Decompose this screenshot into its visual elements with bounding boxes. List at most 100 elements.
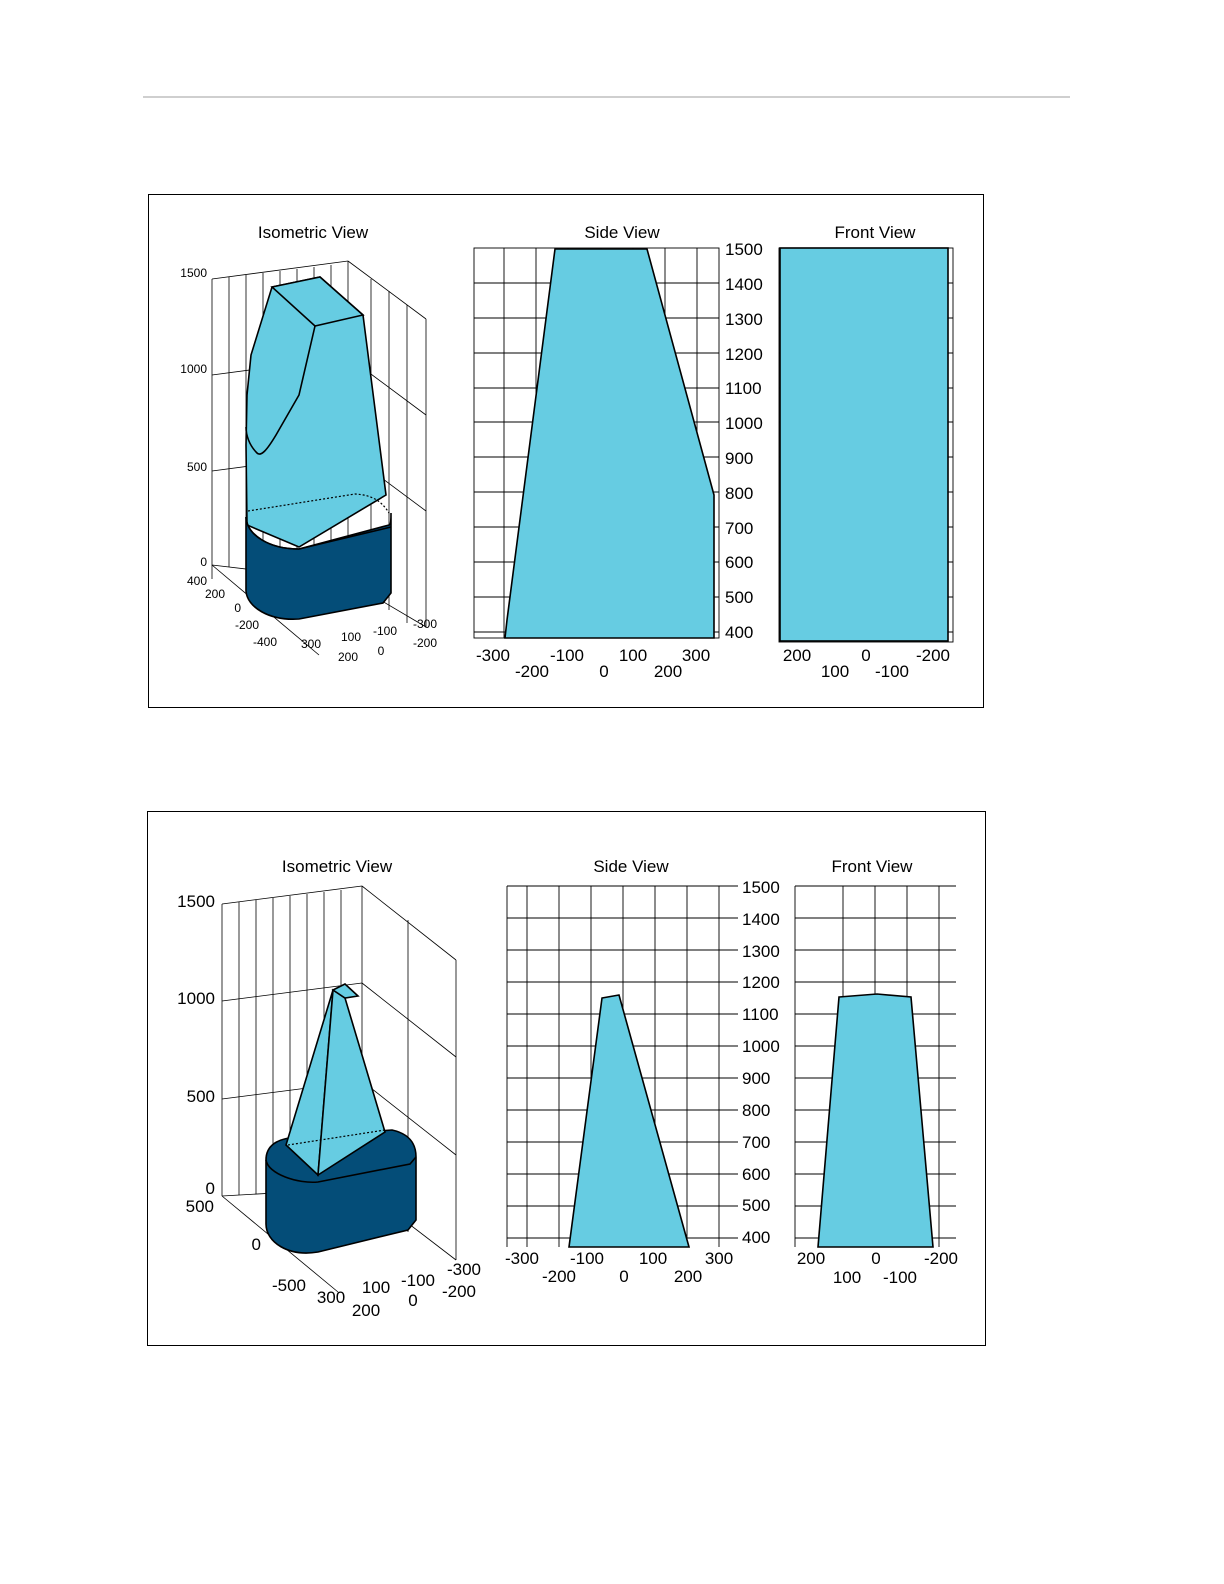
front-x-tick: -100: [875, 662, 909, 681]
iso-view-title: Isometric View: [258, 223, 369, 242]
z-tick: 800: [742, 1101, 770, 1120]
z-tick: 1500: [742, 878, 780, 897]
side-x-tick: 100: [639, 1249, 667, 1268]
iso-y-tick: -500: [272, 1276, 306, 1295]
side-x-tick: 300: [682, 646, 710, 665]
front-view: [794, 885, 956, 1248]
iso-base-top-edge: [245, 516, 392, 550]
iso-x-tick: 0: [378, 644, 385, 658]
side-view-title: Side View: [593, 857, 669, 876]
side-x-tick: 200: [674, 1267, 702, 1286]
side-x-tick: -100: [570, 1249, 604, 1268]
iso-y-axis-labels: 500 0 -500: [186, 1197, 306, 1295]
side-view: [506, 885, 738, 1248]
front-x-tick: -200: [916, 646, 950, 665]
iso-view-title: Isometric View: [282, 857, 393, 876]
z-tick: 700: [742, 1133, 770, 1152]
side-x-tick: 300: [705, 1249, 733, 1268]
z-tick: 1300: [725, 310, 763, 329]
z-tick: 1400: [725, 275, 763, 294]
side-view-title: Side View: [584, 223, 660, 242]
iso-x-tick: 0: [408, 1291, 417, 1310]
iso-z-tick-0: 0: [200, 555, 207, 569]
z-tick: 500: [725, 588, 753, 607]
figure-2-canvas: Isometric View Side View Front View: [177, 857, 958, 1320]
z-tick: 900: [725, 449, 753, 468]
front-x-tick: 200: [783, 646, 811, 665]
side-x-tick: -300: [505, 1249, 539, 1268]
iso-x-tick: -300: [413, 617, 437, 631]
front-x-tick: 0: [871, 1249, 880, 1268]
z-tick: 1400: [742, 910, 780, 929]
side-x-tick: -100: [550, 646, 584, 665]
front-profile: [779, 247, 949, 642]
z-tick: 1200: [742, 973, 780, 992]
iso-z-tick-500: 500: [187, 1087, 215, 1106]
side-view: [473, 247, 720, 639]
z-tick: 900: [742, 1069, 770, 1088]
front-x-tick: 200: [797, 1249, 825, 1268]
iso-x-tick: -100: [401, 1271, 435, 1290]
z-tick: 1100: [742, 1005, 779, 1024]
iso-x-tick: -200: [413, 636, 437, 650]
iso-z-tick-1500: 1500: [180, 266, 207, 280]
iso-pyramid-cap: [331, 983, 360, 999]
front-view-title: Front View: [832, 857, 914, 876]
iso-x-axis-labels: 300 100 200 0 -100 -300 -200: [301, 617, 437, 664]
z-tick: 1100: [725, 379, 762, 398]
front-x-tick: 100: [833, 1268, 861, 1287]
z-tick: 700: [725, 519, 753, 538]
z-tick: 800: [725, 484, 753, 503]
iso-y-tick: 0: [234, 601, 241, 615]
iso-x-tick: -200: [442, 1282, 476, 1301]
iso-y-tick: -400: [253, 635, 277, 649]
iso-view: [211, 260, 427, 656]
z-tick: 1300: [742, 942, 780, 961]
iso-dotted-section: [287, 1129, 386, 1146]
iso-base-top-edge: [265, 1156, 417, 1184]
front-view: [778, 247, 954, 643]
figure-1-canvas: Isometric View Side View Front View: [180, 223, 954, 681]
side-x-axis-labels: -300 -100 100 300 -200 0 200: [505, 1249, 733, 1286]
iso-x-tick: 200: [338, 650, 358, 664]
iso-x-tick: -300: [447, 1260, 481, 1279]
z-tick: 400: [742, 1228, 770, 1247]
side-x-axis-labels: -300 -100 100 300 -200 0 200: [476, 646, 710, 681]
iso-y-tick: -200: [235, 618, 259, 632]
iso-x-tick: 200: [352, 1301, 380, 1320]
workspace-figure-1: Isometric View Side View Front View: [148, 194, 984, 708]
iso-x-tick: -100: [373, 624, 397, 638]
workspace-figure-2: Isometric View Side View Front View: [147, 811, 986, 1346]
iso-z-axis-labels: 1500 1000 500 0: [177, 892, 215, 1198]
z-tick: 600: [742, 1165, 770, 1184]
iso-z-tick-1000: 1000: [180, 362, 207, 376]
side-x-tick: 0: [619, 1267, 628, 1286]
side-x-tick: 100: [619, 646, 647, 665]
side-x-tick: 200: [654, 662, 682, 681]
iso-x-tick: 100: [341, 630, 361, 644]
z-tick: 1500: [725, 240, 763, 259]
z-tick: 600: [725, 553, 753, 572]
z-axis-labels: 1500 1400 1300 1200 1100 1000 900 800 70…: [742, 878, 780, 1247]
front-view-title: Front View: [835, 223, 917, 242]
iso-y-tick: 500: [186, 1197, 214, 1216]
z-tick: 500: [742, 1196, 770, 1215]
front-x-tick: 0: [861, 646, 870, 665]
front-x-tick: -100: [883, 1268, 917, 1287]
z-axis-labels: 1500 1400 1300 1200 1100 1000 900 800 70…: [725, 240, 763, 642]
front-x-tick: 100: [821, 662, 849, 681]
side-x-tick: 0: [599, 662, 608, 681]
iso-top-face: [270, 276, 365, 327]
iso-y-tick: 400: [187, 574, 207, 588]
iso-y-tick: 0: [252, 1235, 261, 1254]
iso-view: [221, 885, 457, 1293]
iso-x-tick: 100: [362, 1278, 390, 1297]
iso-z-axis-labels: 1500 1000 500 0: [180, 266, 207, 569]
front-profile: [817, 993, 934, 1248]
iso-x-axis-labels: 300 100 200 -100 0 -300 -200: [317, 1260, 481, 1320]
z-tick: 1200: [725, 345, 763, 364]
side-x-tick: -200: [542, 1267, 576, 1286]
iso-cut-curve: [245, 325, 316, 455]
side-x-tick: -300: [476, 646, 510, 665]
iso-z-tick-1000: 1000: [177, 989, 215, 1008]
